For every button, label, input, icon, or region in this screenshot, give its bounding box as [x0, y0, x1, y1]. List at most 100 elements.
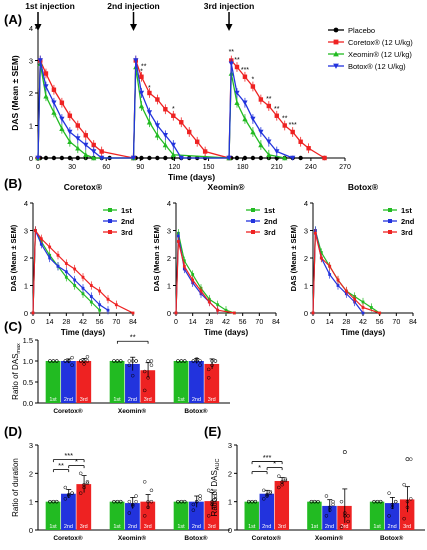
data-point — [250, 84, 256, 89]
data-point — [67, 113, 73, 118]
panel-b-2-x-tick-label: 0 — [311, 319, 315, 326]
data-point — [56, 264, 60, 268]
individual-point — [346, 519, 350, 524]
bar — [384, 503, 400, 530]
individual-point — [402, 482, 406, 487]
bar — [76, 484, 92, 530]
data-point — [176, 240, 180, 243]
bar-label: 1st — [113, 524, 121, 530]
bar — [45, 501, 61, 530]
data-point — [306, 146, 311, 151]
data-point — [319, 256, 323, 260]
data-point — [274, 149, 280, 155]
individual-point — [130, 502, 135, 507]
individual-point — [112, 359, 116, 363]
data-point — [83, 133, 88, 138]
bar-label: 3rd — [208, 397, 216, 403]
panel-b-2-y-tick-label: 0 — [304, 309, 308, 318]
legend-marker — [333, 63, 339, 69]
individual-point — [393, 499, 398, 504]
panel-b-1-x-tick-label: 0 — [174, 319, 178, 326]
data-point — [91, 149, 97, 155]
legend-label: 3rd — [264, 228, 276, 237]
legend-label: 3rd — [121, 228, 133, 237]
panel-b-1-x-tick-label: 14 — [189, 319, 197, 326]
individual-point — [51, 499, 56, 504]
injection-arrowhead — [130, 24, 138, 31]
individual-point — [262, 488, 266, 493]
data-point — [83, 142, 89, 148]
data-point — [378, 311, 382, 315]
bar-label: 1st — [177, 397, 185, 403]
bar-label: 2nd — [128, 524, 137, 530]
significance-mark: ** — [141, 64, 147, 71]
panel-b-2-y-tick-label: 2 — [304, 254, 308, 263]
panel-c-y-tick-label: 0.5 — [23, 378, 33, 387]
data-point — [98, 308, 102, 312]
bar-label: 1st — [311, 524, 319, 530]
data-point — [336, 284, 340, 287]
bar — [322, 505, 337, 530]
injection-arrowhead — [34, 24, 42, 31]
panel-d-y-tick-label: 3 — [29, 441, 33, 450]
data-point — [48, 256, 52, 260]
panel-e-y-tick-label: 3 — [228, 441, 232, 450]
significance-mark: ** — [130, 333, 136, 342]
data-point — [258, 142, 264, 148]
individual-point — [268, 490, 273, 494]
data-point — [89, 295, 93, 298]
individual-point — [402, 516, 406, 521]
data-point — [98, 289, 102, 293]
significance-mark: ** — [58, 461, 64, 470]
data-point — [114, 303, 118, 307]
data-point — [290, 129, 295, 135]
injection-label: 2nd injection — [107, 1, 159, 11]
bar — [173, 501, 189, 530]
data-point — [361, 311, 365, 315]
group-label: Xeomin® — [315, 534, 343, 542]
panel-b-1-y-tick-label: 1 — [167, 282, 171, 291]
panel-c-label: (C) — [4, 319, 22, 334]
individual-point — [206, 488, 211, 493]
series-line — [37, 58, 325, 159]
individual-point — [277, 485, 281, 490]
subplot-title: Xeomin® — [208, 182, 246, 192]
data-point — [39, 242, 43, 246]
individual-point — [127, 363, 132, 367]
panel-b-0-y-tick-label: 3 — [24, 227, 28, 236]
data-point — [344, 289, 348, 293]
individual-point — [265, 492, 269, 497]
individual-point — [85, 355, 90, 359]
data-point — [179, 120, 184, 125]
bar-label: 3rd — [403, 524, 411, 530]
data-point — [81, 275, 85, 279]
bar — [109, 361, 125, 403]
bar-label: 1st — [248, 524, 256, 530]
data-point — [250, 155, 256, 161]
series-line — [37, 63, 285, 159]
series-line — [175, 241, 235, 314]
individual-point — [85, 481, 90, 485]
panel-d-y-axis-title: Ratio of duration — [11, 458, 20, 517]
bar — [125, 503, 140, 530]
panel-a-y-tick-label: 2 — [29, 89, 33, 98]
individual-point — [66, 492, 71, 497]
data-point — [51, 100, 57, 106]
panel-a-x-tick-label: 120 — [169, 164, 181, 171]
data-point — [147, 155, 152, 161]
individual-point — [51, 359, 56, 363]
panel-b-1-x-tick-label: 70 — [255, 319, 263, 326]
data-point — [234, 100, 240, 105]
individual-point — [115, 499, 120, 504]
data-point — [178, 155, 184, 161]
group-label: Botox® — [184, 534, 207, 542]
data-point — [228, 61, 234, 67]
data-point — [59, 116, 65, 122]
data-point — [99, 155, 105, 161]
panel-b-label: (B) — [4, 176, 22, 191]
individual-point — [283, 478, 288, 483]
data-point — [64, 275, 68, 279]
individual-point — [346, 514, 350, 518]
individual-point — [142, 514, 147, 518]
significance-mark: * — [258, 463, 261, 472]
